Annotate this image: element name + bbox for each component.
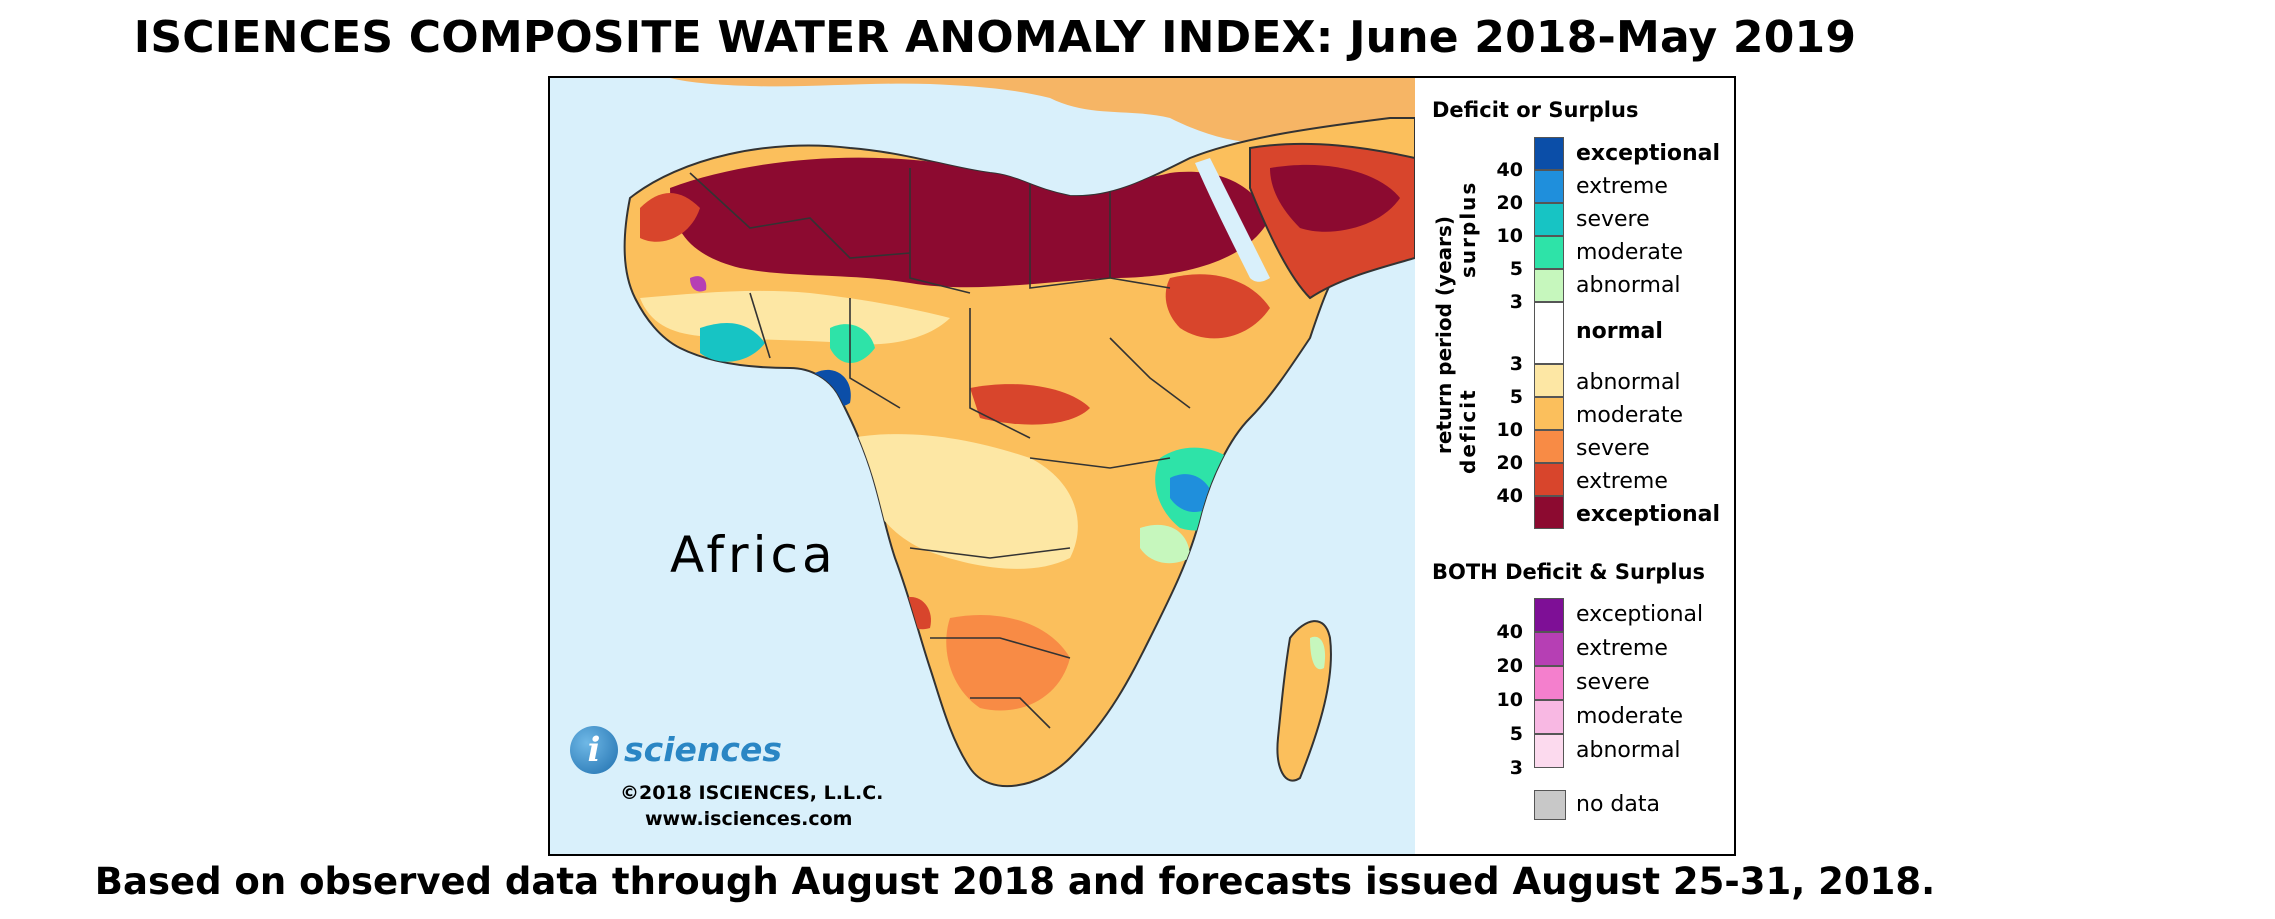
tick-deficit-10: 10 — [1496, 419, 1523, 441]
tick-surplus-10: 10 — [1496, 225, 1523, 247]
madagascar-abnormal-surplus — [1310, 636, 1326, 670]
label-both-exceptional: exceptional — [1576, 602, 1704, 627]
label-deficit-extreme: extreme — [1576, 469, 1668, 494]
morocco-extreme-deficit — [640, 193, 700, 242]
tanzania-extreme-surplus — [1170, 474, 1215, 513]
tick-both-10: 10 — [1496, 689, 1523, 711]
swatch-no-data — [1534, 790, 1566, 820]
mediterranean-coast-region — [670, 78, 1415, 143]
legend-title-both: BOTH Deficit & Surplus — [1432, 560, 1706, 584]
tick-surplus-3: 3 — [1509, 291, 1523, 313]
isciences-logo: i sciences — [570, 726, 830, 786]
swatch-both-severe — [1534, 666, 1564, 700]
legend-surplus-label: surplus — [1456, 180, 1480, 278]
tick-both-3: 3 — [1509, 757, 1523, 779]
label-both-abnormal: abnormal — [1576, 738, 1681, 763]
swatch-both-abnormal — [1534, 734, 1564, 768]
tick-surplus-40: 40 — [1496, 159, 1523, 181]
website-link[interactable]: www.isciences.com — [645, 808, 853, 830]
tick-surplus-20: 20 — [1496, 192, 1523, 214]
swatch-surplus-moderate — [1534, 236, 1564, 269]
legend-axis-label: return period (years) — [1432, 215, 1456, 454]
label-deficit-moderate: moderate — [1576, 403, 1684, 428]
congo-abnormal-deficit — [850, 434, 1078, 569]
tick-both-5: 5 — [1509, 723, 1523, 745]
africa-map — [623, 78, 1415, 788]
mozambique-abnormal-surplus — [1140, 524, 1190, 564]
legend-title-deficit-surplus: Deficit or Surplus — [1432, 98, 1639, 122]
swatch-deficit-abnormal — [1534, 364, 1564, 397]
logo-wordmark: sciences — [624, 730, 782, 769]
nigeria-moderate-surplus — [830, 324, 875, 363]
swatch-surplus-abnormal — [1534, 269, 1564, 302]
logo-circle-icon: i — [570, 726, 618, 774]
label-surplus-exceptional: exceptional — [1576, 141, 1721, 166]
red-sea — [1195, 158, 1270, 282]
map-area[interactable]: Africa i sciences ©2018 ISCIENCES, L.L.C… — [550, 78, 1415, 854]
swatch-deficit-severe — [1534, 430, 1564, 463]
map-legend: Deficit or Surplus return period (years)… — [1416, 78, 1734, 854]
west-africa-severe-surplus — [700, 323, 765, 362]
arabia-exceptional-deficit — [1270, 164, 1400, 232]
swatch-both-moderate — [1534, 700, 1564, 734]
ethiopia-extreme-deficit — [1165, 274, 1270, 339]
label-surplus-severe: severe — [1576, 207, 1650, 232]
label-deficit-severe: severe — [1576, 436, 1650, 461]
swatch-normal — [1534, 302, 1564, 364]
label-surplus-moderate: moderate — [1576, 240, 1684, 265]
tick-deficit-40: 40 — [1496, 485, 1523, 507]
label-both-moderate: moderate — [1576, 704, 1684, 729]
sahara-exceptional-deficit — [670, 157, 1270, 288]
both-severe-spot — [629, 317, 648, 338]
swatch-surplus-exceptional — [1534, 137, 1564, 170]
central-africa-extreme-deficit — [970, 384, 1090, 425]
swatch-both-exceptional — [1534, 598, 1564, 632]
legend-deficit-label: deficit — [1456, 388, 1480, 474]
swatch-deficit-moderate — [1534, 397, 1564, 430]
label-surplus-extreme: extreme — [1576, 174, 1668, 199]
map-title: ISCIENCES COMPOSITE WATER ANOMALY INDEX:… — [133, 12, 1857, 63]
tick-deficit-5: 5 — [1509, 386, 1523, 408]
swatch-surplus-extreme — [1534, 170, 1564, 203]
map-frame: Africa i sciences ©2018 ISCIENCES, L.L.C… — [548, 76, 1736, 856]
tick-deficit-3: 3 — [1509, 353, 1523, 375]
label-deficit-exceptional: exceptional — [1576, 502, 1721, 527]
label-no-data: no data — [1576, 792, 1660, 817]
swatch-surplus-severe — [1534, 203, 1564, 236]
southern-africa-severe-deficit — [946, 614, 1070, 711]
swatch-deficit-extreme — [1534, 463, 1564, 496]
both-extreme-spot — [690, 276, 707, 292]
label-deficit-abnormal: abnormal — [1576, 370, 1681, 395]
label-both-extreme: extreme — [1576, 636, 1668, 661]
tick-deficit-20: 20 — [1496, 452, 1523, 474]
tick-both-20: 20 — [1496, 655, 1523, 677]
label-both-severe: severe — [1576, 670, 1650, 695]
map-region-label: Africa — [670, 526, 837, 584]
tick-both-40: 40 — [1496, 621, 1523, 643]
copyright-text: ©2018 ISCIENCES, L.L.C. — [620, 782, 884, 804]
map-footer: Based on observed data through August 20… — [94, 860, 1936, 903]
label-surplus-abnormal: abnormal — [1576, 273, 1681, 298]
swatch-deficit-exceptional — [1534, 496, 1564, 529]
tick-surplus-5: 5 — [1509, 258, 1523, 280]
label-normal: normal — [1576, 319, 1663, 344]
swatch-both-extreme — [1534, 632, 1564, 666]
